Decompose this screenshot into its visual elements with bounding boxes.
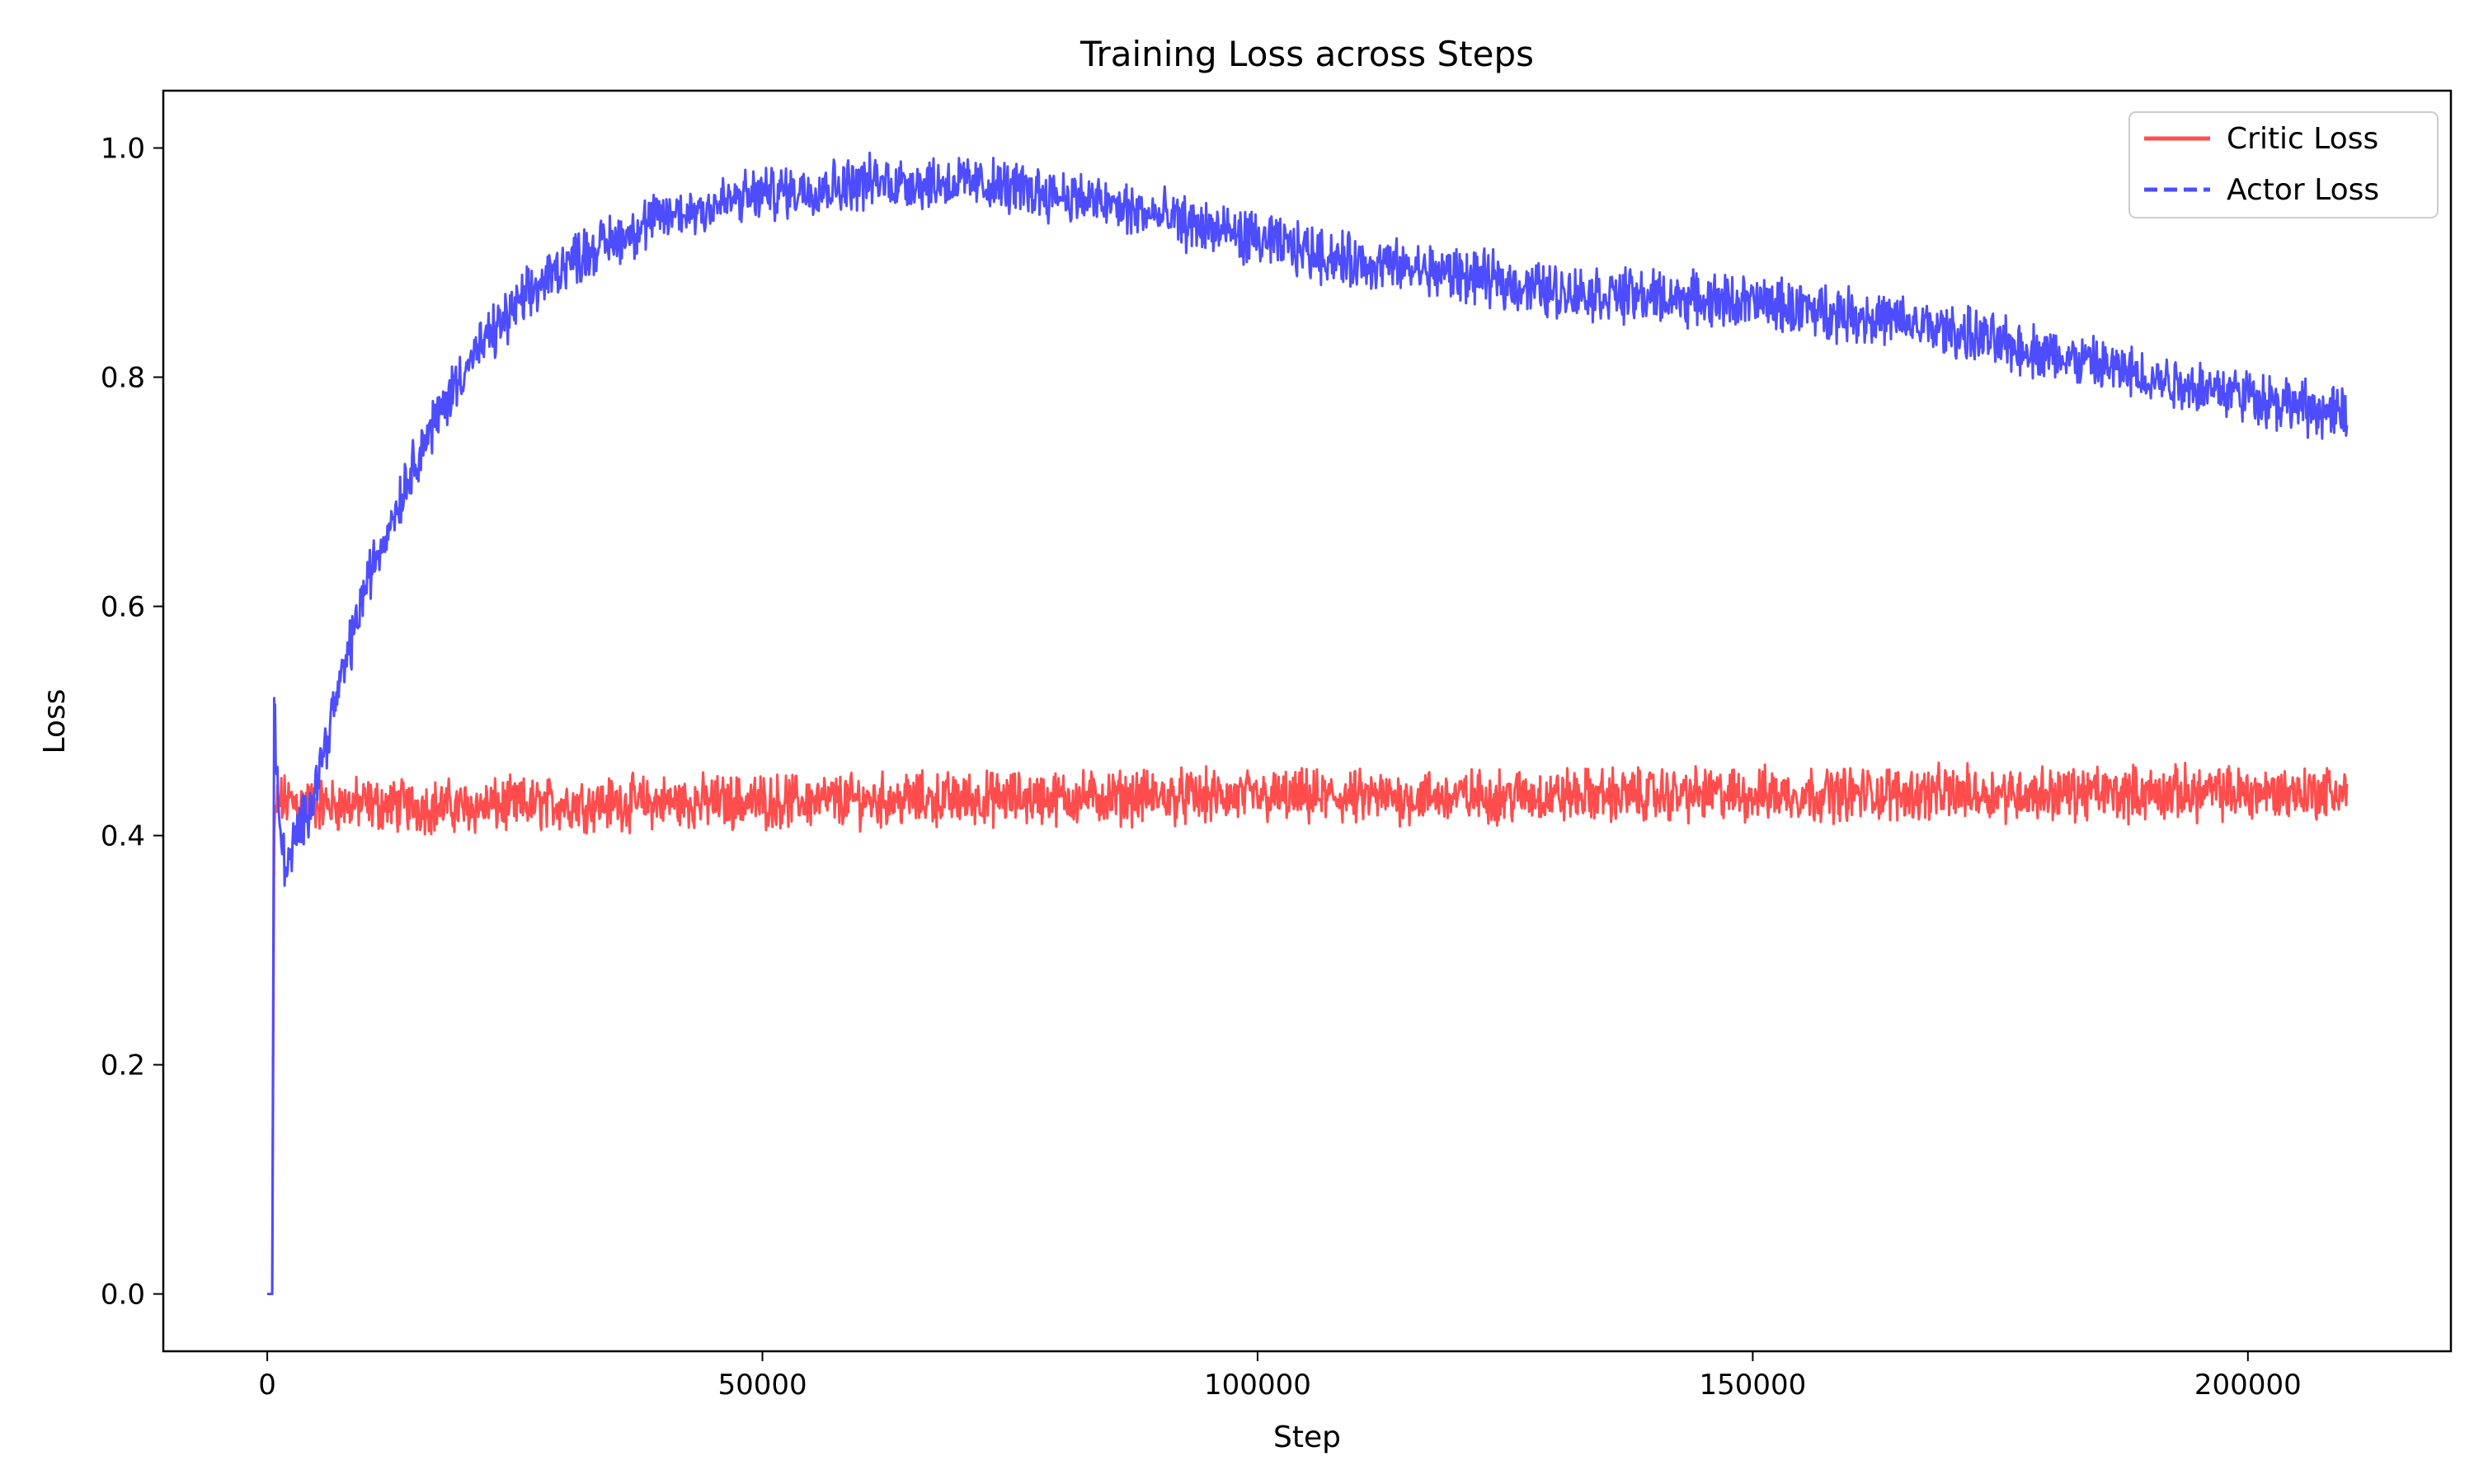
x-axis-label: Step bbox=[1273, 1421, 1341, 1454]
x-tick-label: 200000 bbox=[2194, 1369, 2302, 1402]
x-tick-label: 50000 bbox=[717, 1369, 807, 1402]
y-tick-label: 0.4 bbox=[101, 820, 145, 853]
y-tick-label: 0.2 bbox=[101, 1050, 145, 1082]
series-line-actor-loss bbox=[267, 151, 2349, 1295]
y-tick-label: 0.8 bbox=[101, 362, 145, 395]
x-tick-label: 150000 bbox=[1699, 1369, 1806, 1402]
x-tick-label: 0 bbox=[258, 1369, 276, 1402]
y-axis-label: Loss bbox=[38, 689, 72, 754]
y-tick-label: 0.6 bbox=[101, 591, 145, 624]
legend-label: Actor Loss bbox=[2227, 173, 2379, 207]
legend: Critic Loss Actor Loss bbox=[2128, 111, 2439, 218]
chart-title: Training Loss across Steps bbox=[1079, 34, 1534, 74]
legend-label: Critic Loss bbox=[2227, 122, 2378, 156]
x-tick-label: 100000 bbox=[1204, 1369, 1311, 1402]
plot-frame bbox=[162, 89, 2453, 1353]
y-tick-label: 1.0 bbox=[101, 133, 145, 166]
series-line-critic-loss bbox=[267, 761, 2349, 1295]
y-tick-label: 0.0 bbox=[101, 1279, 145, 1312]
